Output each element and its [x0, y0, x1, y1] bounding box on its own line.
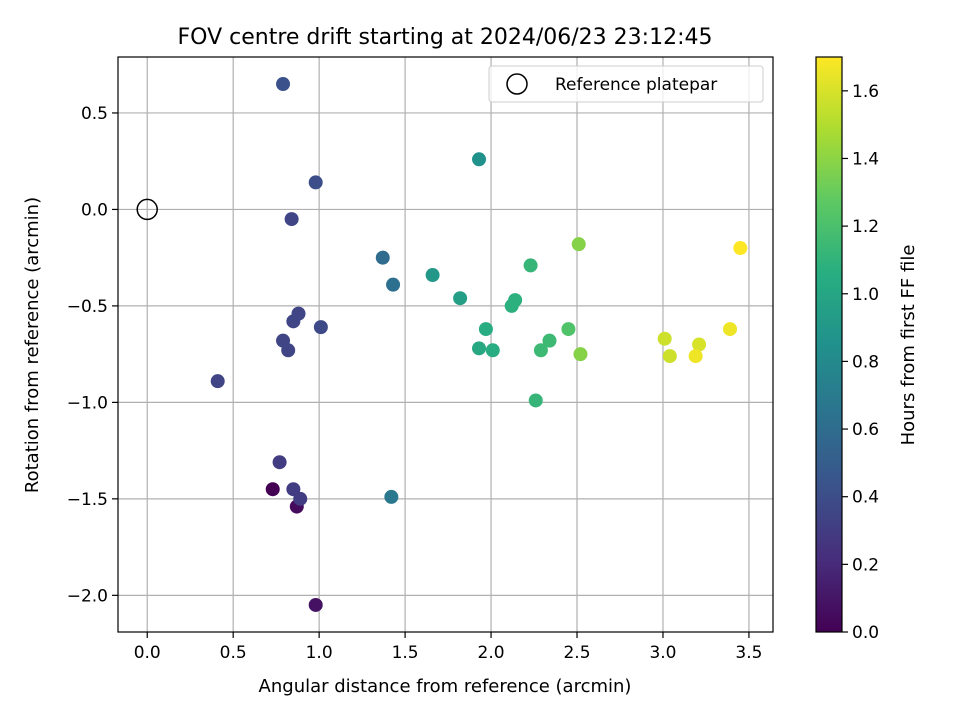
data-point	[286, 482, 301, 497]
data-point	[478, 322, 493, 337]
chart-title: FOV centre drift starting at 2024/06/23 …	[178, 25, 713, 50]
data-point	[472, 152, 487, 167]
data-point	[308, 597, 323, 612]
data-point	[210, 374, 225, 389]
legend-marker	[506, 73, 528, 95]
data-point	[472, 341, 487, 356]
y-tick-label: 0.0	[81, 200, 108, 220]
colorbar-tick-label: 0.8	[852, 352, 879, 372]
data-point	[662, 349, 677, 364]
data-point	[523, 258, 538, 273]
data-point	[542, 333, 557, 348]
colorbar-tick-label: 1.6	[852, 82, 879, 102]
colorbar-tick-label: 0.6	[852, 420, 879, 440]
data-point	[291, 306, 306, 321]
data-point	[308, 175, 323, 190]
legend: Reference platepar	[488, 65, 764, 103]
legend-entry-reference-platepar: Reference platepar	[555, 75, 717, 95]
data-point	[384, 489, 399, 504]
x-tick-label: 1.5	[392, 643, 419, 663]
grid-lines	[118, 57, 773, 632]
colorbar-tick-label: 1.0	[852, 285, 879, 305]
colorbar-tick-label: 0.0	[852, 623, 879, 643]
colorbar-label: Hours from first FF file	[898, 245, 919, 446]
data-point	[733, 241, 748, 256]
reference-platepar-marker	[136, 198, 158, 221]
data-point	[375, 250, 390, 265]
x-tick-label: 1.0	[306, 643, 333, 663]
data-point	[723, 322, 738, 337]
data-point	[571, 237, 586, 252]
y-tick-label: −1.0	[67, 393, 108, 413]
data-point	[528, 393, 543, 408]
data-point	[692, 337, 707, 352]
x-axis-ticks: 0.0 0.5 1.0 1.5 2.0 2.5 3.0 3.5	[134, 632, 762, 663]
data-point	[281, 343, 296, 358]
data-point	[561, 322, 576, 337]
plot-frame	[117, 56, 774, 633]
x-tick-label: 2.5	[563, 643, 590, 663]
data-point	[533, 343, 548, 358]
colorbar	[815, 56, 843, 633]
y-tick-label: −2.0	[67, 586, 108, 606]
y-axis-label: Rotation from reference (arcmin)	[22, 197, 43, 493]
colorbar-tick-label: 1.2	[852, 217, 879, 237]
data-point	[425, 268, 440, 283]
colorbar-ticks: 0.0 0.2 0.4 0.6 0.8 1.0 1.2 1.4 1.6	[842, 82, 879, 643]
colorbar-tick-label: 0.4	[852, 488, 879, 508]
y-tick-label: 0.5	[81, 104, 108, 124]
colorbar-tick-label: 0.2	[852, 555, 879, 575]
legend-box	[488, 65, 764, 103]
data-point	[485, 343, 500, 358]
data-point	[265, 482, 280, 497]
data-point	[313, 320, 328, 335]
data-point	[272, 455, 287, 470]
x-tick-label: 3.5	[735, 643, 762, 663]
data-point	[276, 77, 291, 92]
data-point	[508, 293, 523, 308]
data-point	[293, 491, 308, 506]
x-axis-label: Angular distance from reference (arcmin)	[259, 676, 632, 697]
data-point	[688, 349, 703, 364]
data-point	[453, 291, 468, 306]
data-points	[210, 77, 748, 612]
x-tick-label: 0.5	[220, 643, 247, 663]
colorbar-tick-label: 1.4	[852, 149, 879, 169]
y-axis-ticks: −2.0 −1.5 −1.0 −0.5 0.0 0.5	[67, 104, 118, 606]
y-tick-label: −0.5	[67, 297, 108, 317]
data-point	[386, 277, 401, 292]
data-point	[284, 212, 299, 227]
y-tick-label: −1.5	[67, 490, 108, 510]
x-tick-label: 0.0	[134, 643, 161, 663]
x-tick-label: 2.0	[478, 643, 505, 663]
x-tick-label: 3.0	[649, 643, 676, 663]
data-point	[573, 347, 588, 362]
data-point	[657, 331, 672, 346]
